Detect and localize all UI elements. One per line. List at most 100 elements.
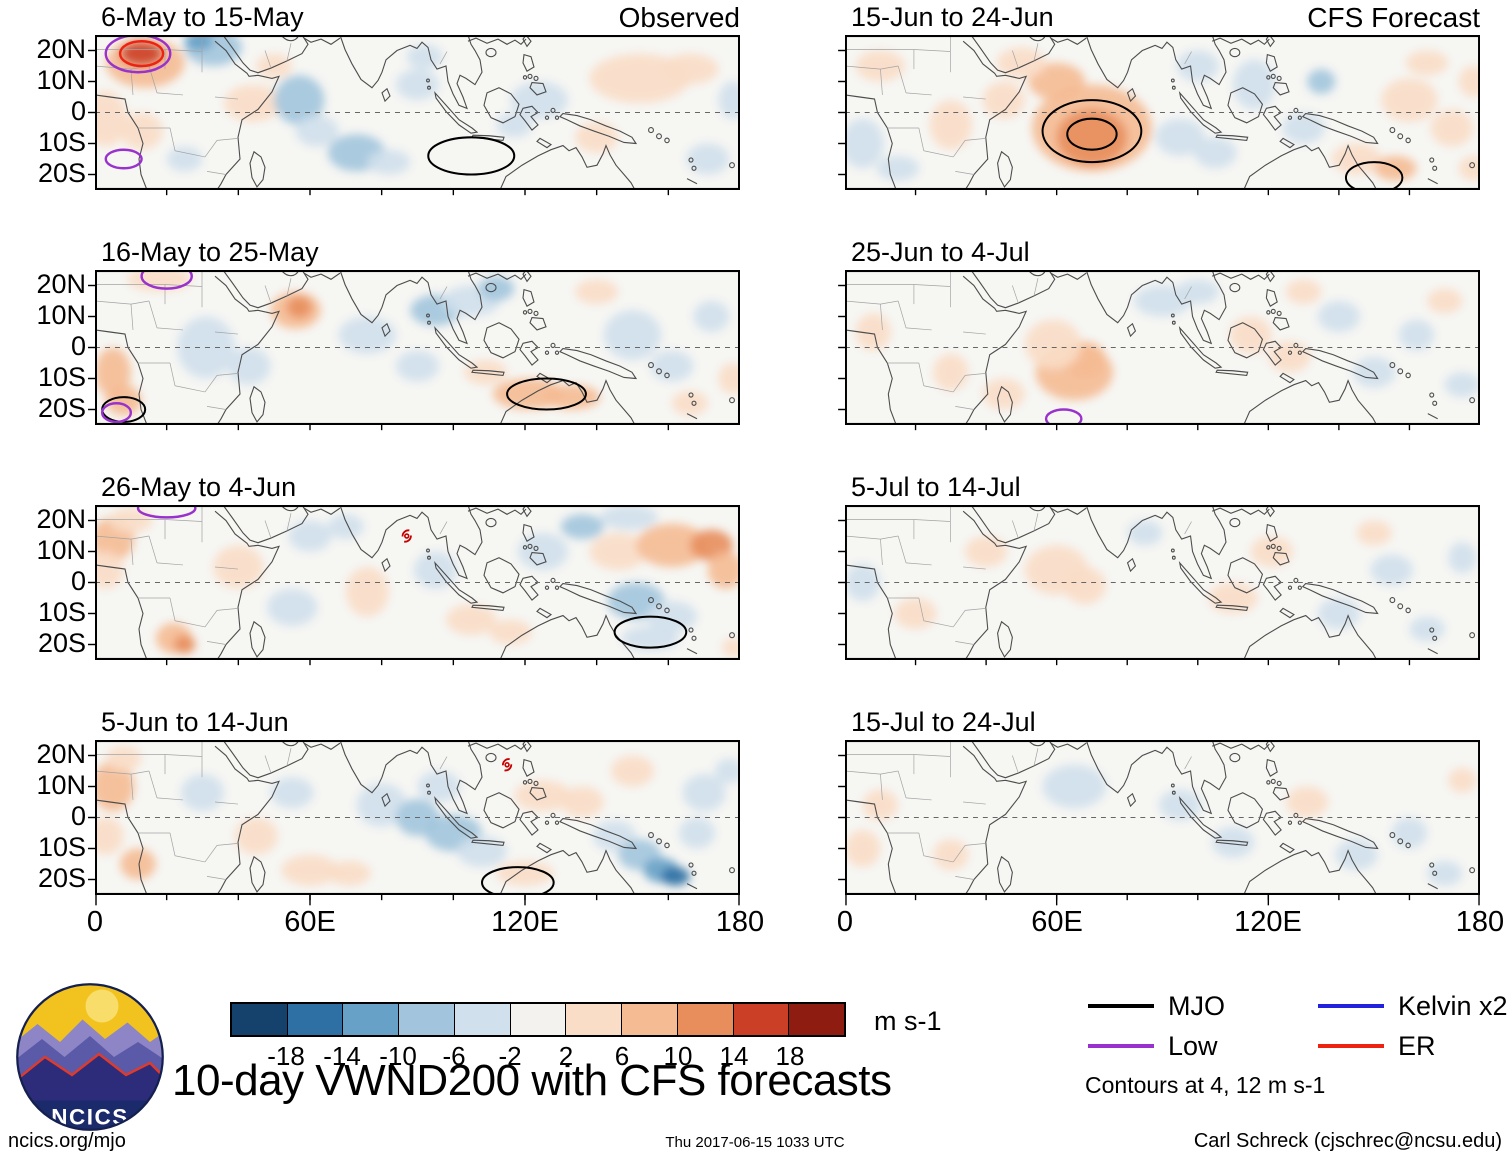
panel-title: 25-Jun to 4-Jul: [851, 237, 1030, 267]
anomaly-blob: [1194, 137, 1237, 169]
anomaly-blob: [413, 551, 457, 589]
anomaly-blob: [1155, 118, 1205, 156]
anomaly-blob: [1211, 826, 1255, 858]
anomaly-blob: [1317, 598, 1361, 629]
x-axis-label: 0: [836, 906, 854, 938]
anomaly-blob: [682, 774, 726, 812]
anomaly-blob: [120, 41, 164, 66]
anomaly-blob: [184, 35, 214, 51]
anomaly-blob: [95, 761, 135, 812]
anomaly-blob: [1176, 279, 1219, 305]
anomaly-blob: [166, 146, 203, 172]
anomaly-blob: [1250, 536, 1294, 567]
axis-ticks: [88, 754, 740, 906]
legend-label: ER: [1398, 1030, 1436, 1061]
figure-title: 10-day VWND200 with CFS forecasts: [172, 1056, 892, 1105]
map-panel: [88, 740, 740, 906]
x-axis-label: 180: [1455, 906, 1505, 938]
anomaly-blob: [517, 532, 568, 571]
legend-label: Low: [1168, 1030, 1218, 1061]
map-panel: [88, 35, 740, 196]
axis-ticks: [88, 49, 670, 196]
anomaly-blob: [396, 69, 439, 101]
anomaly-blob: [1233, 59, 1276, 110]
contour-mjo: [1344, 161, 1404, 191]
anomaly-blob: [693, 301, 730, 332]
anomaly-blob: [286, 296, 312, 319]
anomaly-blob: [1458, 66, 1480, 97]
y-axis-label: 10S: [37, 832, 86, 862]
anomaly-blob: [1356, 520, 1392, 546]
contour-low: [1044, 408, 1083, 425]
colorbar-tick-label: -14: [323, 1041, 361, 1071]
anomaly-blob: [718, 363, 740, 394]
anomaly-blob: [600, 505, 658, 530]
anomaly-blob: [456, 836, 508, 868]
anomaly-field: [845, 520, 1477, 642]
anomaly-blob: [105, 746, 142, 771]
colorbar-cell: [398, 1004, 454, 1035]
contour-mjo: [1066, 117, 1118, 151]
y-axis-label: 20N: [36, 34, 86, 64]
colorbar-cell: [621, 1004, 677, 1035]
legend-item: ER: [1318, 1028, 1436, 1064]
anomaly-blob: [120, 848, 156, 880]
anomaly-blob: [345, 567, 389, 617]
colorbar-cell: [565, 1004, 622, 1035]
anomaly-blob: [510, 81, 568, 119]
anomaly-blob: [589, 532, 647, 571]
anomaly-blob: [234, 817, 278, 855]
anomaly-blob: [496, 112, 533, 138]
anomaly-blob: [686, 143, 730, 175]
anomaly-blob: [1331, 143, 1382, 175]
anomaly-blob: [446, 604, 497, 636]
anomaly-blob: [1307, 69, 1336, 94]
anomaly-blob: [1028, 62, 1085, 101]
anomaly-blob: [338, 316, 396, 354]
y-axis-label: 0: [70, 566, 86, 596]
anomaly-blob: [1448, 542, 1477, 574]
colorbar-cell: [788, 1004, 845, 1035]
anomaly-blob: [575, 121, 619, 153]
anomaly-blob: [227, 347, 271, 385]
anomaly-blob: [281, 854, 339, 886]
y-axis-label: 20N: [36, 269, 86, 299]
anomaly-blob: [862, 789, 898, 821]
anomaly-blob: [267, 588, 318, 626]
anomaly-blob: [464, 359, 508, 385]
anomaly-blob: [1398, 319, 1435, 351]
contour-mjo: [427, 136, 516, 176]
x-axis-label: 60E: [1031, 906, 1083, 938]
anomaly-blob: [1458, 155, 1480, 181]
anomaly-blob: [1063, 567, 1107, 605]
anomaly-blob: [982, 378, 1025, 410]
colorbar-tick-label: 14: [719, 1041, 749, 1071]
observed-column-header: Observed: [618, 2, 740, 33]
anomaly-blob: [718, 81, 740, 119]
anomaly-field: [95, 505, 740, 657]
x-axis-label: 60E: [284, 906, 336, 938]
panel-title: 26-May to 4-Jun: [101, 472, 297, 502]
anomaly-blob: [982, 81, 1025, 119]
map-panel: [88, 505, 740, 666]
anomaly-blob: [489, 619, 533, 645]
anomaly-blob: [396, 350, 439, 382]
anomaly-blob: [367, 149, 411, 175]
panel-title: 15-Jul to 24-Jul: [851, 707, 1036, 737]
colorbar-tick-label: 6: [614, 1041, 630, 1071]
anomaly-blob: [1317, 301, 1361, 332]
y-axis-label: 20N: [36, 504, 86, 534]
legend-item: MJO: [1088, 988, 1225, 1024]
anomaly-blob: [1285, 279, 1322, 305]
anomaly-blob: [514, 780, 572, 812]
anomaly-blob: [213, 545, 264, 589]
panel-title: 5-Jul to 14-Jul: [851, 472, 1021, 502]
logo-sun: [85, 989, 119, 1023]
axis-ticks: [838, 519, 1411, 666]
y-axis-label: 0: [70, 96, 86, 126]
y-axis-label: 10N: [36, 770, 86, 800]
colorbar-cell: [676, 1004, 733, 1035]
colorbar-tick-label: 18: [775, 1041, 805, 1071]
anomaly-blob: [996, 47, 1047, 79]
